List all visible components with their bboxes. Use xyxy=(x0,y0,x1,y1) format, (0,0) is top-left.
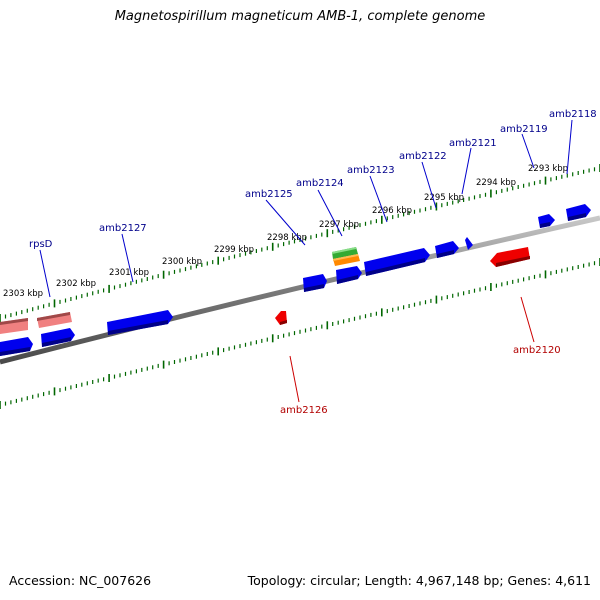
forward-gene xyxy=(465,237,473,250)
rna-gene xyxy=(0,318,28,334)
page-title: Magnetospirillum magneticum AMB-1, compl… xyxy=(114,9,486,24)
scale-label: 2303 kbp xyxy=(3,289,43,299)
scale-label: 2296 kbp xyxy=(372,206,412,216)
accession-label: Accession: NC_007626 xyxy=(9,573,152,588)
forward-gene xyxy=(336,266,362,284)
scale-label: 2293 kbp xyxy=(528,164,568,174)
scale-label: 2302 kbp xyxy=(56,279,96,289)
inner-scale-ticks xyxy=(0,258,600,409)
scale-label: 2299 kbp xyxy=(214,245,254,255)
forward-gene xyxy=(538,214,555,228)
scale-label: 2298 kbp xyxy=(267,233,307,243)
forward-gene xyxy=(566,204,591,221)
forward-gene xyxy=(364,248,430,276)
gene-label-amb2122: amb2122 xyxy=(399,151,447,162)
gene-label-amb2127: amb2127 xyxy=(99,223,147,234)
reverse-gene xyxy=(490,247,530,267)
forward-gene xyxy=(0,337,33,356)
forward-gene xyxy=(41,328,75,347)
gene-label-amb2123: amb2123 xyxy=(347,165,395,176)
gene-label-amb2126: amb2126 xyxy=(280,405,328,416)
forward-gene xyxy=(107,310,173,335)
gene-label-amb2125: amb2125 xyxy=(245,189,293,200)
gene-label-amb2124: amb2124 xyxy=(296,178,344,189)
genome-backbone xyxy=(0,215,600,365)
scale-labels: 2303 kbp 2302 kbp 2301 kbp 2300 kbp 2299… xyxy=(3,164,568,299)
misc-feature xyxy=(333,254,360,266)
gene-labels: rpsD amb2127 amb2125 amb2124 amb2123 amb… xyxy=(29,109,597,416)
reverse-gene xyxy=(275,311,287,325)
gene-label-amb2119: amb2119 xyxy=(500,124,548,135)
forward-gene xyxy=(435,241,459,258)
gene-label-amb2120: amb2120 xyxy=(513,345,561,356)
genome-stats-label: Topology: circular; Length: 4,967,148 bp… xyxy=(247,573,591,588)
gene-label-amb2118: amb2118 xyxy=(549,109,597,120)
gene-label-amb2121: amb2121 xyxy=(449,138,497,149)
rna-gene xyxy=(37,312,72,328)
gene-label-rpsD: rpsD xyxy=(29,239,53,250)
scale-label: 2297 kbp xyxy=(319,220,359,230)
forward-gene xyxy=(303,274,327,292)
misc-feature xyxy=(332,247,358,259)
label-leader-lines xyxy=(39,119,573,403)
scale-label: 2300 kbp xyxy=(162,257,202,267)
scale-label: 2294 kbp xyxy=(476,178,516,188)
scale-label: 2301 kbp xyxy=(109,268,149,278)
outer-scale-ticks xyxy=(0,164,600,322)
scale-label: 2295 kbp xyxy=(424,193,464,203)
